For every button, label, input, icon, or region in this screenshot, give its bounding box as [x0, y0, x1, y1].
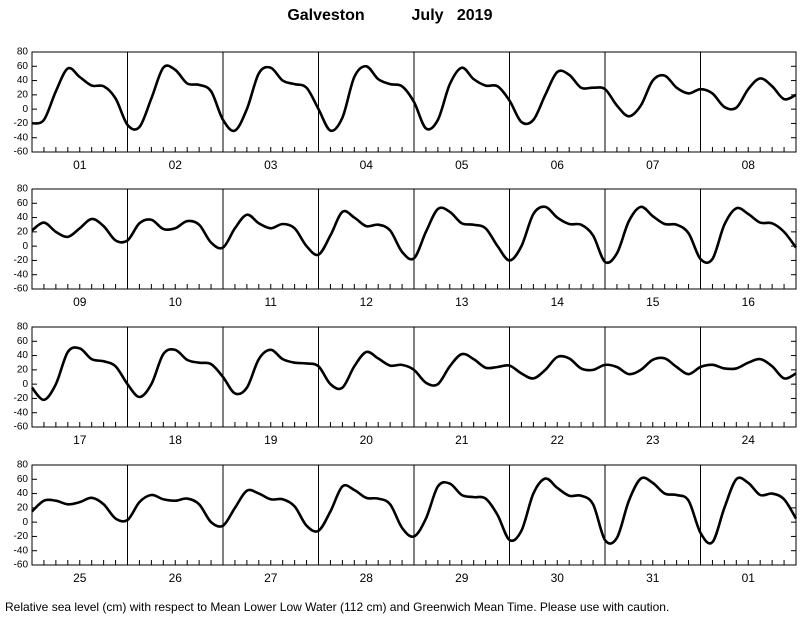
- y-tick-label: -20: [14, 255, 29, 266]
- y-tick-label: 80: [17, 460, 29, 471]
- day-label: 13: [455, 295, 469, 309]
- day-label: 25: [73, 571, 87, 585]
- day-label: 30: [551, 571, 565, 585]
- y-tick-label: 0: [22, 379, 28, 390]
- y-tick-label: -40: [14, 545, 29, 556]
- y-tick-label: 40: [17, 350, 29, 361]
- y-tick-label: 0: [22, 241, 28, 252]
- y-tick-label: -60: [14, 560, 29, 571]
- tide-line: [31, 64, 797, 133]
- y-tick-label: -60: [14, 147, 29, 158]
- day-label: 16: [742, 295, 756, 309]
- y-tick-label: -20: [14, 531, 29, 542]
- station-title: Galveston: [287, 7, 364, 24]
- y-tick-label: 20: [17, 502, 29, 513]
- day-label: 28: [360, 571, 374, 585]
- day-label: 12: [360, 295, 374, 309]
- day-label: 10: [169, 295, 183, 309]
- y-tick-label: 0: [22, 104, 28, 115]
- day-label: 06: [551, 158, 565, 172]
- day-label: 04: [360, 158, 374, 172]
- y-tick-label: -60: [14, 284, 29, 295]
- y-tick-label: -40: [14, 407, 29, 418]
- day-label: 19: [264, 433, 278, 447]
- day-label: 05: [455, 158, 469, 172]
- day-label: 23: [646, 433, 660, 447]
- day-label: 02: [169, 158, 183, 172]
- day-label: 14: [551, 295, 565, 309]
- tide-line: [31, 476, 798, 545]
- day-label: 22: [551, 433, 565, 447]
- day-label: 26: [169, 571, 183, 585]
- y-tick-label: 20: [17, 364, 29, 375]
- period-title: July 2019: [412, 7, 493, 24]
- footer-note: Relative sea level (cm) with respect to …: [5, 600, 669, 614]
- y-tick-label: -20: [14, 118, 29, 129]
- y-tick-label: 60: [17, 474, 29, 485]
- day-label: 21: [455, 433, 469, 447]
- y-tick-label: -40: [14, 132, 29, 143]
- y-tick-label: 80: [17, 322, 29, 333]
- day-label: 29: [455, 571, 469, 585]
- day-label: 11: [265, 295, 278, 309]
- day-label: 08: [742, 158, 756, 172]
- y-tick-label: 40: [17, 75, 29, 86]
- day-label: 07: [646, 158, 660, 172]
- day-label: 17: [73, 433, 87, 447]
- plot-frame: [31, 188, 797, 290]
- y-tick-label: 40: [17, 488, 29, 499]
- y-tick-label: 80: [17, 184, 29, 195]
- plot-frame: [31, 326, 797, 428]
- y-tick-label: 20: [17, 226, 29, 237]
- day-label: 18: [169, 433, 183, 447]
- day-label: 15: [646, 295, 660, 309]
- y-tick-label: 60: [17, 336, 29, 347]
- day-label: 01: [742, 571, 756, 585]
- day-label: 20: [360, 433, 374, 447]
- day-label: 27: [264, 571, 278, 585]
- plot-frame: [31, 464, 797, 566]
- y-tick-label: -20: [14, 393, 29, 404]
- day-label: 31: [646, 571, 660, 585]
- y-tick-label: -40: [14, 269, 29, 280]
- tide-line: [30, 346, 797, 402]
- y-tick-label: 80: [17, 47, 29, 58]
- day-label: 01: [73, 158, 87, 172]
- plot-frame: [31, 51, 797, 153]
- day-label: 03: [264, 158, 278, 172]
- tide-line: [31, 205, 798, 265]
- day-label: 24: [742, 433, 756, 447]
- y-tick-label: 40: [17, 212, 29, 223]
- y-tick-label: 0: [22, 517, 28, 528]
- day-label: 09: [73, 295, 87, 309]
- y-tick-label: 60: [17, 198, 29, 209]
- y-tick-label: 20: [17, 89, 29, 100]
- y-tick-label: 60: [17, 61, 29, 72]
- y-tick-label: -60: [14, 422, 29, 433]
